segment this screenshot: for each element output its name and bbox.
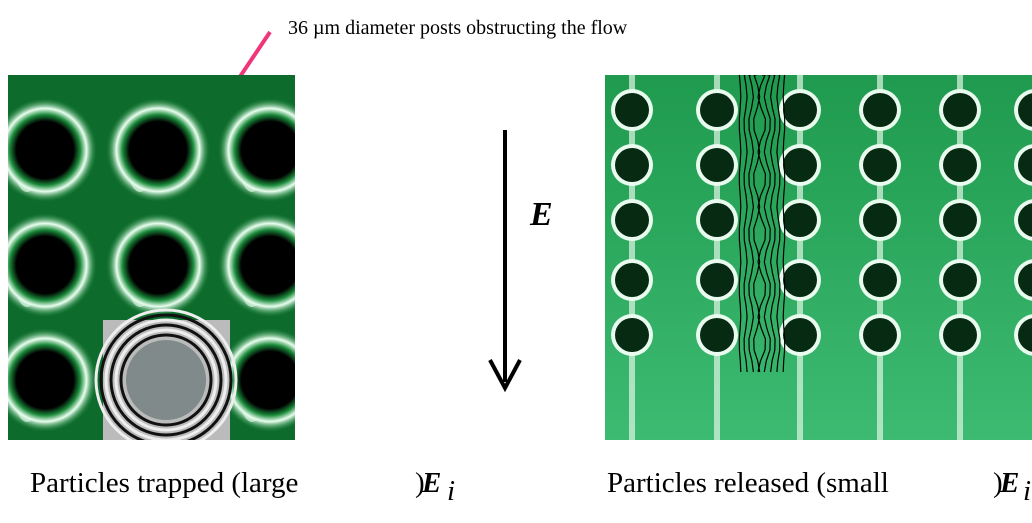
post bbox=[615, 263, 649, 297]
streamline bbox=[748, 75, 754, 373]
post bbox=[943, 148, 977, 182]
post bbox=[106, 98, 210, 202]
ring bbox=[104, 318, 228, 440]
post bbox=[783, 263, 817, 297]
streamline bbox=[782, 75, 786, 373]
streamline bbox=[763, 75, 771, 373]
streamline bbox=[776, 75, 781, 373]
post bbox=[943, 318, 977, 352]
caption-paren: ) bbox=[993, 467, 1003, 499]
caption-symbol: E bbox=[421, 467, 441, 499]
ring bbox=[109, 323, 223, 437]
post bbox=[1018, 318, 1032, 352]
post bbox=[615, 93, 649, 127]
post bbox=[700, 148, 734, 182]
ring bbox=[119, 333, 213, 427]
post bbox=[700, 93, 734, 127]
field-label: E bbox=[529, 196, 553, 233]
post bbox=[863, 93, 897, 127]
channel bbox=[629, 75, 635, 440]
channel bbox=[957, 75, 963, 440]
post bbox=[863, 203, 897, 237]
post bbox=[106, 213, 210, 317]
streamline bbox=[743, 75, 748, 373]
inset-sphere bbox=[126, 340, 206, 420]
caption-left: Particles trapped (large bbox=[30, 467, 298, 499]
channel bbox=[797, 75, 803, 440]
field-arrow-head bbox=[488, 359, 522, 393]
post bbox=[700, 203, 734, 237]
ring bbox=[114, 328, 218, 432]
post bbox=[1018, 93, 1032, 127]
streamlines bbox=[738, 75, 786, 373]
post bbox=[1018, 148, 1032, 182]
channel bbox=[877, 75, 883, 440]
post bbox=[863, 263, 897, 297]
caption-subscript: i bbox=[1023, 475, 1031, 507]
post bbox=[1018, 263, 1032, 297]
caption-symbol: E bbox=[999, 467, 1019, 499]
inset-pattern bbox=[94, 308, 238, 440]
annotation: 36 µm diameter posts obstructing the flo… bbox=[288, 17, 628, 39]
post bbox=[943, 203, 977, 237]
post bbox=[615, 148, 649, 182]
right-image bbox=[605, 75, 1032, 440]
post bbox=[615, 203, 649, 237]
post bbox=[615, 318, 649, 352]
post bbox=[783, 93, 817, 127]
left-image bbox=[8, 75, 295, 440]
post bbox=[218, 213, 295, 317]
channel bbox=[714, 75, 720, 440]
post bbox=[783, 318, 817, 352]
post bbox=[700, 263, 734, 297]
post bbox=[943, 93, 977, 127]
post bbox=[700, 318, 734, 352]
post bbox=[783, 148, 817, 182]
post bbox=[218, 98, 295, 202]
caption-right: Particles released (small bbox=[607, 467, 889, 499]
streamline bbox=[770, 75, 776, 373]
post bbox=[783, 203, 817, 237]
caption-subscript: i bbox=[447, 475, 455, 507]
post bbox=[863, 318, 897, 352]
post bbox=[863, 148, 897, 182]
post bbox=[8, 98, 97, 202]
caption-paren: ) bbox=[415, 467, 425, 499]
streamline bbox=[757, 75, 767, 373]
post bbox=[8, 213, 97, 317]
post bbox=[218, 328, 295, 432]
right-background bbox=[605, 75, 1032, 440]
ring bbox=[99, 313, 233, 440]
ring bbox=[94, 308, 238, 440]
post bbox=[8, 328, 97, 432]
post bbox=[1018, 203, 1032, 237]
streamline bbox=[738, 75, 742, 373]
post bbox=[943, 263, 977, 297]
